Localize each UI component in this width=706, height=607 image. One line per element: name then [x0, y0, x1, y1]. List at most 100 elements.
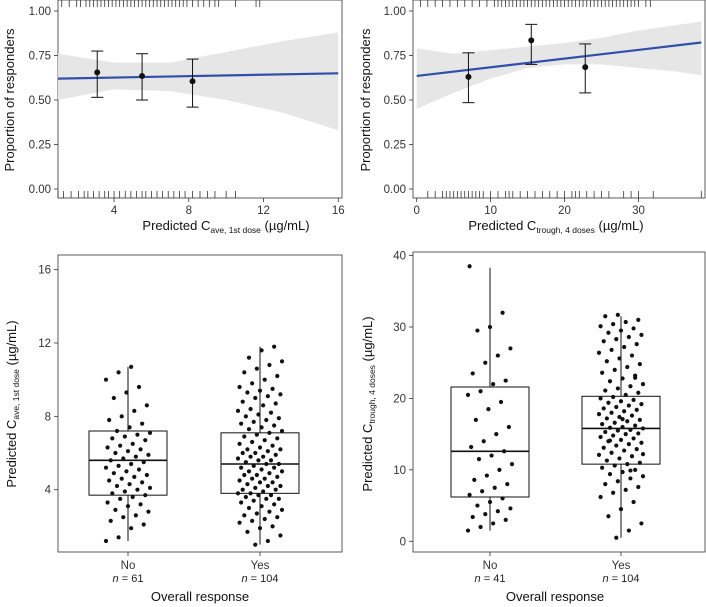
pc-point-1-57 — [240, 450, 245, 456]
pc-n-symbol-0: n — [113, 573, 119, 585]
pc-point-1-20 — [276, 496, 281, 501]
pc-point-1-97 — [242, 370, 247, 375]
pa-y-tick-label-3: 0.75 — [29, 51, 51, 63]
pc-point-1-60 — [278, 447, 283, 452]
pc-category-label-0: No — [121, 560, 136, 572]
pc-point-0-48 — [114, 428, 120, 434]
pd-point-0-14 — [505, 482, 510, 487]
pc-point-1-46 — [239, 465, 244, 470]
pc-point-1-1 — [265, 538, 270, 544]
pc-point-0-24 — [132, 474, 137, 479]
pd-point-1-44 — [620, 424, 625, 430]
pc-point-1-34 — [270, 480, 275, 485]
pd-point-0-34 — [483, 360, 488, 365]
pc-point-1-96 — [275, 373, 280, 379]
pc-point-1-44 — [259, 467, 264, 472]
panel-a-binned-group — [91, 50, 199, 108]
pc-point-1-7 — [250, 518, 255, 523]
pc-n-label-1: n = 104 — [241, 573, 278, 585]
pc-point-1-4 — [257, 526, 263, 531]
pc-point-0-41 — [118, 443, 123, 448]
pd-point-1-48 — [625, 419, 630, 424]
pd-point-1-2 — [639, 521, 644, 526]
pd-point-1-13 — [640, 474, 646, 479]
pd-point-1-61 — [606, 400, 611, 405]
pd-point-0-30 — [478, 389, 483, 394]
pc-point-0-42 — [130, 441, 135, 446]
pc-point-1-78 — [276, 416, 281, 421]
pc-point-1-72 — [246, 427, 252, 432]
pd-point-1-97 — [603, 314, 608, 319]
pc-point-0-0 — [103, 538, 109, 544]
pd-point-1-98 — [615, 312, 620, 317]
pd-point-1-70 — [628, 384, 633, 389]
pc-point-0-2 — [129, 526, 134, 531]
pa-x-tick-label-1: 8 — [186, 205, 192, 217]
pc-point-1-59 — [265, 449, 270, 454]
pd-point-0-19 — [476, 457, 482, 462]
panel-c-y-ticks: 4 8 12 16 — [38, 265, 58, 497]
panel-c-y-title-main: Predicted C — [4, 420, 19, 488]
pd-point-1-89 — [639, 332, 644, 337]
pd-point-1-82 — [596, 350, 602, 355]
pc-point-0-55 — [111, 395, 116, 401]
pc-point-0-59 — [116, 370, 121, 375]
pd-point-1-102 — [620, 417, 625, 422]
pd-point-1-15 — [620, 469, 625, 475]
pd-point-1-26 — [622, 448, 627, 453]
pd-point-1-39 — [603, 429, 608, 435]
pb-x-tick-label-1: 10 — [484, 205, 497, 217]
pd-point-1-27 — [634, 447, 639, 452]
pd-point-1-55 — [622, 409, 627, 414]
pb-x-tick-label-2: 20 — [558, 205, 571, 217]
pc-point-1-28 — [240, 487, 245, 492]
pa-y-tick-label-1: 0.25 — [29, 140, 51, 152]
pc-y-tick-label-3: 16 — [38, 265, 51, 277]
pd-point-0-5 — [483, 512, 488, 517]
panel-a-y-ticks: 0.00 0.25 0.50 0.75 1.00 — [29, 6, 58, 196]
pc-point-0-54 — [144, 403, 149, 408]
pd-point-1-45 — [633, 423, 638, 428]
pc-point-1-62 — [257, 445, 263, 450]
pc-point-1-45 — [272, 465, 277, 470]
pc-n-label-0: n = 61 — [113, 573, 144, 585]
panel-d-point-group — [465, 264, 646, 540]
pd-point-0-39 — [500, 310, 505, 315]
pc-point-1-70 — [267, 430, 272, 435]
pd-n-value-0: = 41 — [481, 573, 506, 585]
pc-point-1-54 — [248, 454, 253, 459]
pd-point-1-29 — [614, 443, 619, 448]
pc-point-1-12 — [267, 509, 272, 514]
pd-point-1-42 — [640, 426, 646, 431]
pd-point-0-0 — [465, 528, 471, 533]
pc-point-1-31 — [278, 483, 283, 489]
panel-c-y-title-unit: (µg/mL) — [4, 320, 19, 369]
pc-point-1-5 — [270, 524, 275, 529]
pc-point-1-100 — [279, 359, 285, 364]
pd-point-1-92 — [631, 326, 636, 331]
pd-point-1-81 — [629, 353, 635, 358]
pc-point-0-37 — [113, 450, 118, 456]
pd-point-1-66 — [623, 392, 628, 397]
pd-point-1-60 — [639, 402, 644, 407]
pd-point-1-85 — [634, 342, 639, 347]
pd-point-1-10 — [603, 482, 608, 487]
pc-point-1-27 — [273, 487, 278, 492]
pc-point-0-58 — [103, 377, 109, 382]
pc-point-0-49 — [127, 425, 132, 430]
pc-n-value-0: = 61 — [119, 573, 144, 585]
pd-point-1-28 — [601, 445, 606, 450]
pd-point-1-12 — [628, 476, 633, 481]
pc-point-0-15 — [110, 491, 115, 496]
pd-point-1-59 — [626, 403, 631, 408]
pd-point-1-17 — [600, 465, 605, 470]
pc-point-1-36 — [250, 476, 255, 481]
pa-y-tick-label-2: 0.50 — [29, 95, 51, 107]
pc-point-1-52 — [268, 458, 274, 463]
panel-a-x-title-main: Predicted C — [142, 218, 210, 233]
pd-point-1-73 — [620, 376, 625, 381]
pd-point-0-25 — [506, 424, 511, 430]
pc-point-0-9 — [125, 504, 131, 509]
pd-point-1-9 — [636, 484, 641, 490]
pd-point-1-76 — [612, 367, 617, 372]
